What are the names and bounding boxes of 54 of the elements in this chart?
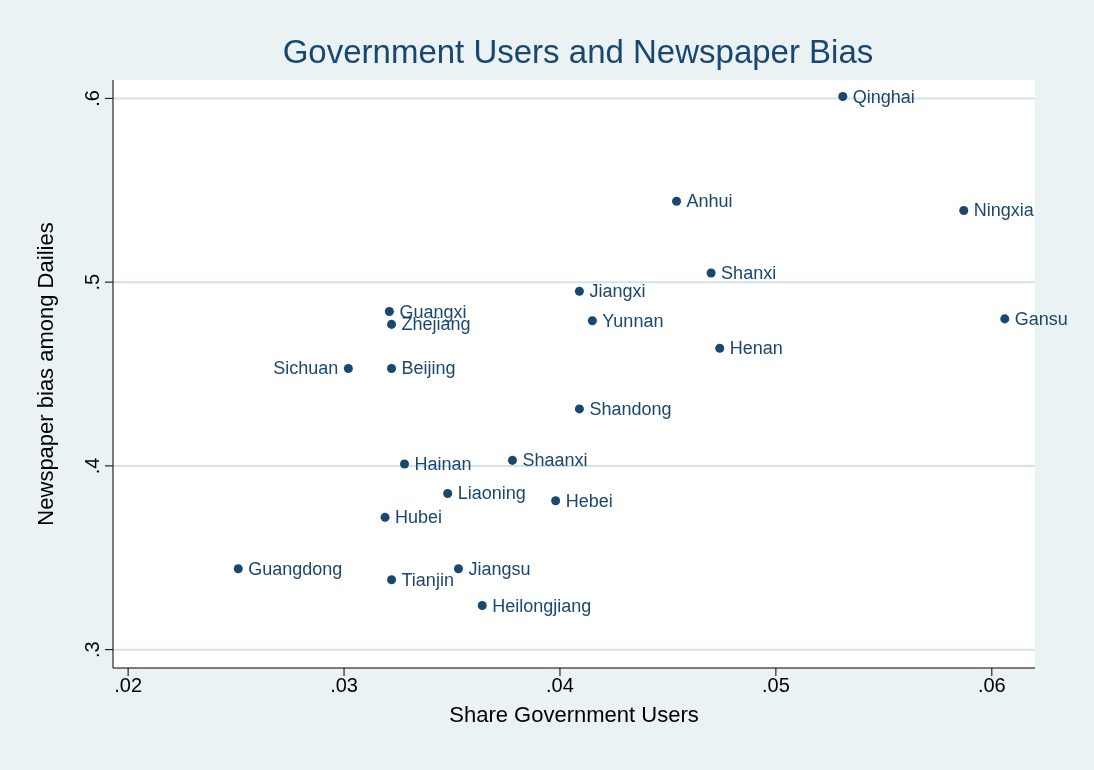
data-label: Hubei [395,507,443,528]
point [706,268,716,278]
x-tick-label: .06 [977,674,1006,697]
data-label: Jiangxi [589,281,646,302]
chart-title: Government Users and Newspaper Bias [282,33,874,70]
x-tick-label: .05 [761,674,790,697]
point [384,307,394,317]
data-label: Hebei [565,490,613,511]
data-label: Tianjin [401,569,454,590]
y-axis-title: Newspaper bias among Dailies [32,222,58,526]
data-label: Gansu [1014,308,1068,329]
y-tick-label: .3 [81,641,103,658]
data-label: Guangdong [248,558,343,579]
point [715,343,725,353]
x-tick-label: .03 [330,674,358,697]
data-label: Hainan [414,454,472,475]
point [387,575,397,585]
point [551,496,561,506]
data-label: Ningxia [973,200,1035,221]
point [672,196,682,206]
point [838,92,848,102]
data-label: Beijing [401,358,456,379]
point [233,564,243,574]
point [574,286,584,296]
data-label: Heilongjiang [492,595,592,616]
data-label: Shaanxi [522,450,588,471]
point [574,404,584,414]
data-label: Yunnan [602,310,664,331]
data-label: Henan [729,338,783,359]
point [399,459,410,469]
data-label: Jiangsu [468,558,531,579]
data-label: Sichuan [273,358,339,379]
point [453,564,463,574]
data-label: Liaoning [457,483,526,504]
point [387,319,397,329]
point [343,363,353,373]
point [477,601,487,611]
data-label: Shanxi [721,262,777,283]
data-label: Shandong [589,398,672,419]
point [959,205,969,215]
y-tick-label: .5 [81,273,103,291]
data-label: Anhui [686,191,733,212]
y-tick-label: .6 [81,90,103,107]
point [387,363,397,373]
x-axis-title: Share Government Users [449,701,699,727]
point [587,316,597,326]
point [507,455,517,465]
x-tick-label: .02 [114,674,143,697]
point [380,512,390,522]
x-tick-label: .04 [546,674,574,697]
data-label: Qinghai [852,86,915,107]
point [443,488,453,498]
y-tick-label: .4 [81,457,103,475]
point [1000,314,1010,324]
